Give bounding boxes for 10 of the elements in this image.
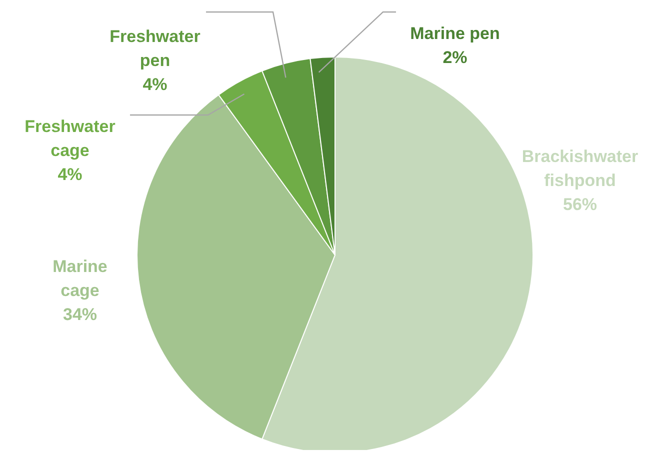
slice-label: Brackishwater fishpond	[522, 146, 638, 190]
slice-label: Marine pen	[410, 24, 500, 42]
slice-label: Marine cage	[52, 256, 108, 300]
data-label: 56%	[562, 194, 598, 214]
data-label: 4%	[142, 74, 168, 94]
data-label: 2%	[442, 48, 468, 66]
slice-label: Freshwater pen	[110, 26, 201, 70]
data-label: 34%	[62, 304, 98, 324]
data-label: 4%	[58, 164, 82, 184]
slice-label: Freshwater cage	[24, 116, 116, 160]
